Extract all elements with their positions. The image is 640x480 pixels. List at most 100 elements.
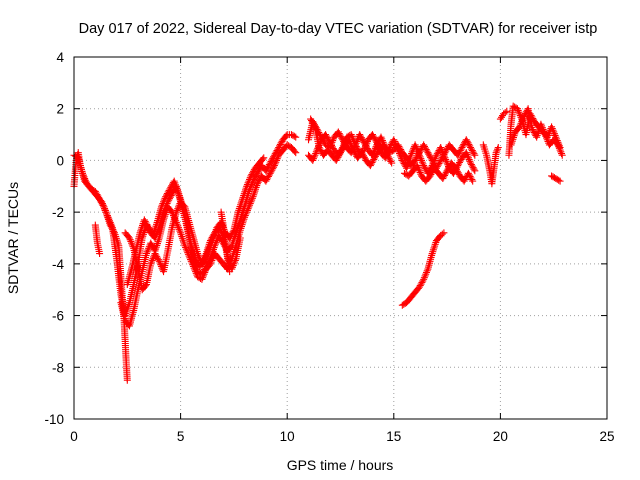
data-point [325, 137, 333, 145]
data-point [360, 152, 368, 160]
data-point [411, 156, 419, 164]
data-point [184, 250, 192, 258]
data-point [426, 172, 434, 180]
data-point [442, 156, 450, 164]
data-point [437, 145, 445, 153]
data-point [164, 188, 172, 196]
data-point [315, 144, 323, 151]
data-point [326, 138, 334, 146]
y-tick-label: -6 [52, 309, 64, 324]
data-point [263, 176, 271, 184]
data-point [166, 185, 174, 193]
data-point [377, 133, 385, 141]
data-point [429, 248, 437, 256]
data-point [201, 267, 209, 275]
data-point [141, 282, 149, 290]
data-point [308, 117, 316, 125]
data-point [151, 250, 159, 258]
data-point [517, 119, 525, 127]
data-point [420, 274, 428, 282]
data-point [81, 176, 89, 184]
data-point [437, 144, 445, 151]
data-point [386, 156, 394, 164]
data-point [423, 147, 431, 155]
data-point [155, 257, 163, 265]
data-point [192, 269, 200, 277]
data-point [94, 192, 102, 200]
data-point [243, 182, 251, 190]
data-point [334, 128, 342, 136]
data-point [248, 194, 256, 202]
data-point [124, 233, 132, 241]
data-point [79, 169, 87, 177]
data-point [81, 175, 89, 183]
data-point [274, 153, 282, 161]
data-point [416, 282, 424, 290]
data-point [200, 255, 208, 263]
data-point [429, 160, 437, 168]
data-point [241, 213, 249, 221]
data-point [292, 133, 300, 141]
data-point [276, 140, 284, 148]
data-point [91, 187, 99, 195]
data-point [428, 169, 436, 177]
data-point [143, 248, 151, 256]
data-point [157, 261, 165, 269]
data-point [421, 144, 429, 152]
data-point [98, 200, 106, 208]
data-point [178, 234, 186, 242]
data-point [101, 205, 109, 213]
data-point [337, 147, 345, 155]
x-tick-label: 20 [493, 429, 508, 444]
data-point [174, 203, 182, 211]
data-point [557, 148, 565, 156]
data-point [528, 125, 536, 133]
data-point [307, 115, 315, 123]
data-point [217, 227, 225, 235]
data-point [267, 157, 275, 165]
data-point [460, 177, 468, 185]
data-point [147, 239, 155, 247]
data-point [142, 219, 150, 227]
data-point [558, 151, 566, 159]
data-point [518, 118, 526, 126]
y-tick-labels: -10 -8 -6 -4 -2 0 2 4 [44, 50, 64, 427]
y-tick-label: -2 [52, 205, 64, 220]
data-point [388, 159, 396, 167]
data-point [248, 170, 256, 178]
data-point [434, 161, 442, 169]
data-point [408, 150, 416, 158]
data-point [128, 241, 136, 249]
data-point [431, 242, 439, 250]
data-point [308, 118, 316, 126]
data-point [346, 137, 354, 145]
data-point [102, 208, 110, 216]
data-point [492, 149, 500, 157]
data-point [144, 222, 152, 230]
data-point [243, 208, 251, 216]
data-point [274, 145, 282, 153]
data-point [345, 136, 353, 144]
x-tick-labels: 0 5 10 15 20 25 [70, 429, 614, 444]
data-point [254, 178, 262, 186]
data-point [462, 149, 470, 157]
data-point [338, 134, 346, 142]
data-point [555, 176, 563, 184]
data-point [126, 236, 134, 244]
data-point [184, 249, 192, 257]
data-point [230, 260, 238, 268]
data-point [335, 152, 343, 160]
data-point [104, 213, 112, 221]
data-point [548, 125, 556, 133]
data-point [362, 141, 370, 149]
data-point [556, 146, 564, 154]
data-point [368, 131, 376, 139]
data-point [262, 177, 270, 185]
data-point [246, 175, 254, 183]
data-point [336, 131, 344, 139]
data-point [160, 198, 168, 206]
data-point [394, 146, 402, 154]
data-point [176, 227, 184, 235]
data-point [140, 216, 148, 224]
